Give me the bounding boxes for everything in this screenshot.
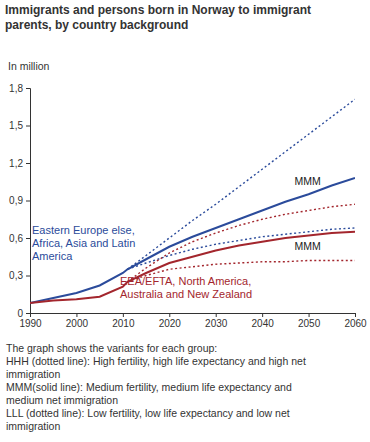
y-axis-line	[26, 89, 31, 314]
y-tick-mark	[26, 313, 30, 314]
series-label: Eastern Europe else,Africa, Asia and Lat…	[32, 224, 135, 262]
y-tick-mark	[26, 126, 30, 127]
y-tick-mark	[26, 88, 30, 89]
y-tick-label: 1,8	[9, 83, 23, 94]
text-line: EEA/EFTA, North America,	[120, 275, 251, 287]
y-tick: 1,2	[9, 158, 30, 169]
x-tick-label: 2060	[344, 318, 367, 329]
text-line: parents, by country background	[5, 18, 188, 32]
x-tick: 2020	[159, 313, 182, 329]
title: Immigrants and persons born in Norway to…	[5, 3, 311, 32]
note-line: MMM(solid line): Medium fertility, mediu…	[6, 381, 292, 393]
x-tick-label: 2010	[112, 318, 135, 329]
y-tick-label: 0,3	[9, 270, 23, 281]
text-line: Australia and New Zealand	[120, 288, 252, 300]
y-tick-mark	[26, 163, 30, 164]
text-line: Eastern Europe else,	[32, 224, 135, 236]
y-tick-mark	[26, 238, 30, 239]
x-tick: 2000	[66, 313, 89, 329]
variant-label: MMM	[295, 175, 321, 187]
note-line: HHH (dotted line): High fertility, high …	[6, 355, 306, 367]
x-tick-mark	[169, 313, 170, 317]
y-tick-label: 0,6	[9, 233, 23, 244]
y-tick: 0,3	[9, 270, 30, 281]
line-variant	[128, 204, 356, 282]
note-line: LLL (dotted line): Low fertility, low li…	[6, 407, 290, 419]
y-tick-mark	[26, 276, 30, 277]
y-tick-label: 0	[17, 308, 23, 319]
x-tick-label: 2050	[298, 318, 321, 329]
x-tick-mark	[216, 313, 217, 317]
x-tick-label: 2040	[252, 318, 275, 329]
x-tick: 2030	[205, 313, 228, 329]
x-tick: 2040	[252, 313, 275, 329]
line	[30, 232, 355, 303]
x-tick: 2010	[112, 313, 135, 329]
chart: Immigrants and persons born in Norway to…	[0, 0, 370, 442]
y-tick: 0,6	[9, 233, 30, 244]
note-line: medium net immigration	[6, 394, 118, 406]
y-tick-label: 0,9	[9, 195, 23, 206]
y-axis-label: In million	[8, 60, 50, 72]
x-tick: 2050	[298, 313, 321, 329]
x-tick-label: 2030	[205, 318, 228, 329]
plot-area	[30, 99, 355, 303]
x-tick-label: 2000	[66, 318, 89, 329]
y-tick: 0	[17, 308, 30, 319]
x-axis-line	[31, 314, 356, 318]
y-tick: 1,8	[9, 83, 30, 94]
notes: The graph shows the variants for each gr…	[6, 342, 306, 432]
note-line: immigration	[6, 368, 60, 380]
x-tick-mark	[30, 313, 31, 317]
x-tick: 2060	[344, 313, 367, 329]
note-line: immigration	[6, 420, 60, 432]
x-tick: 1990	[19, 313, 42, 329]
x-tick-mark	[309, 313, 310, 317]
x-tick-label: 1990	[19, 318, 42, 329]
y-tick-label: 1,5	[9, 120, 23, 131]
x-tick-mark	[262, 313, 263, 317]
variant-label: MMM	[295, 240, 321, 252]
line-variant	[128, 99, 356, 269]
x-tick-label: 2020	[159, 318, 182, 329]
y-axis: 0 0,3 0,6 0,9 1,2 1,5 1,8	[9, 83, 30, 319]
line	[30, 178, 355, 303]
text-line: Africa, Asia and Latin	[32, 237, 135, 249]
y-tick-mark	[26, 201, 30, 202]
note-line: The graph shows the variants for each gr…	[6, 342, 217, 354]
y-tick: 1,5	[9, 120, 30, 131]
x-axis: 1990 2000 2010 2020 2030 2040 2050 2060	[19, 313, 367, 329]
text-line: Immigrants and persons born in Norway to…	[5, 3, 311, 17]
x-tick-mark	[355, 313, 356, 317]
series-label: EEA/EFTA, North America,Australia and Ne…	[120, 275, 252, 300]
text-line: America	[32, 250, 73, 262]
y-tick: 0,9	[9, 195, 30, 206]
x-tick-mark	[123, 313, 124, 317]
y-tick-label: 1,2	[9, 158, 23, 169]
x-tick-mark	[76, 313, 77, 317]
